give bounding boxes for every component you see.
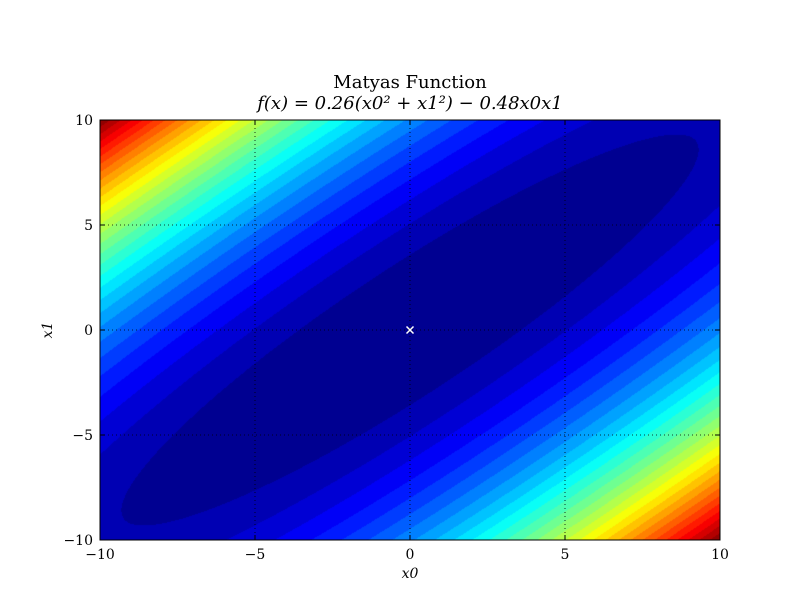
x-tick-label: −5: [245, 547, 266, 563]
minimum-marker: [405, 325, 415, 335]
y-tick-label: −5: [72, 428, 93, 444]
x-tick-label: 5: [561, 547, 570, 563]
y-tick-labels: −10 −5 0 5 10: [63, 113, 93, 549]
y-tick-label: 10: [75, 113, 93, 129]
x-tick-label: −10: [85, 547, 115, 563]
y-axis-label: x1: [40, 322, 56, 339]
x-tick-labels: −10 −5 0 5 10: [85, 547, 729, 563]
chart-title: Matyas Function: [333, 72, 487, 93]
chart-subtitle: f(x) = 0.26(x0² + x1²) − 0.48x0x1: [255, 93, 562, 114]
minimum-marker-stroke: [405, 325, 415, 335]
x-axis-label: x0: [402, 566, 419, 582]
y-tick-label: −10: [63, 533, 93, 549]
y-tick-label: 0: [84, 323, 93, 339]
y-tick-label: 5: [84, 218, 93, 234]
x-tick-label: 0: [406, 547, 415, 563]
grid-lines: [100, 120, 720, 540]
x-tick-label: 10: [711, 547, 729, 563]
axis-ticks: [99, 119, 721, 541]
